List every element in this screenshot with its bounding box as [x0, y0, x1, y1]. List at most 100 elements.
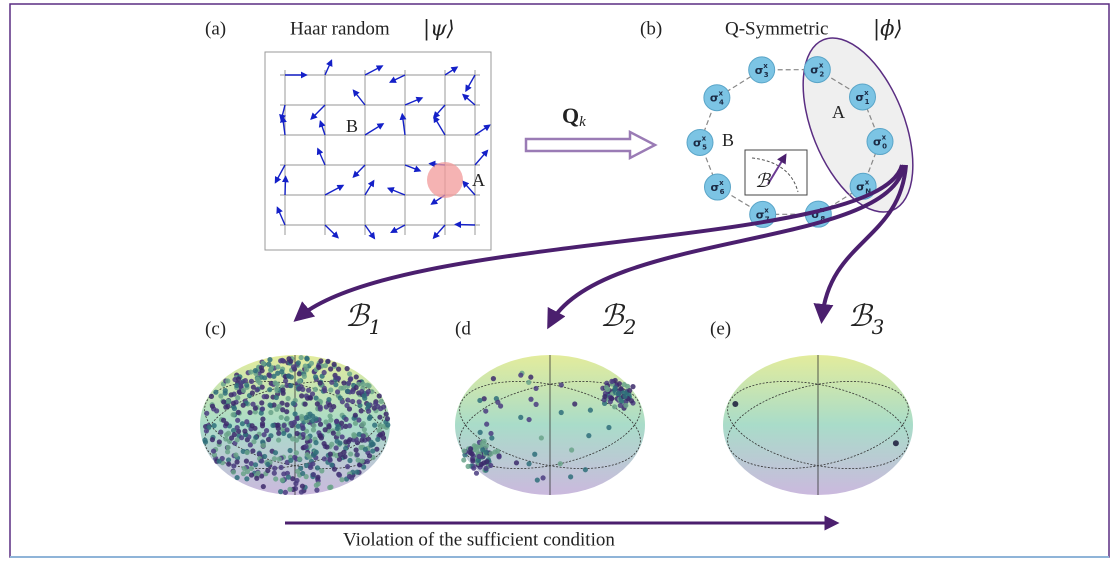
state-point [361, 433, 366, 438]
state-point [345, 366, 350, 371]
panel-title: Q-Symmetric [725, 18, 828, 39]
state-point [251, 385, 256, 390]
state-point [211, 448, 216, 453]
state-point [618, 386, 623, 391]
state-point [488, 463, 493, 468]
state-point [333, 375, 338, 380]
node-sup: x [865, 178, 870, 186]
state-point [204, 428, 209, 433]
basis-sub: 1 [369, 315, 382, 339]
node-base: σ [710, 92, 719, 105]
state-point [339, 477, 344, 482]
state-point [268, 368, 273, 373]
node-base: σ [873, 136, 882, 149]
state-point [210, 404, 215, 409]
state-point [231, 412, 236, 417]
state-point [357, 399, 362, 404]
state-point [242, 429, 247, 434]
state-point [251, 439, 256, 444]
state-point [337, 473, 342, 478]
state-point [461, 457, 466, 462]
state-point [618, 403, 623, 408]
state-point [209, 394, 214, 399]
state-point [274, 407, 279, 412]
state-point [339, 420, 344, 425]
panel-label: (e) [710, 318, 731, 339]
state-point [318, 380, 323, 385]
region-label: B [346, 116, 358, 136]
state-point [528, 397, 533, 402]
state-point [302, 374, 307, 379]
state-point [288, 383, 293, 388]
basis-symbol: ℬ [345, 299, 371, 334]
state-point [257, 452, 262, 457]
state-point [732, 401, 738, 407]
state-point [335, 426, 340, 431]
state-point [285, 416, 290, 421]
state-point [267, 357, 272, 362]
state-point [569, 447, 574, 452]
state-point [233, 452, 238, 457]
region-a-highlight [427, 162, 463, 198]
state-point [558, 461, 563, 466]
state-point [288, 448, 293, 453]
state-point [616, 391, 621, 396]
state-point [253, 462, 258, 467]
state-point [518, 373, 523, 378]
state-point [226, 431, 231, 436]
node-label: σx5 [693, 134, 707, 151]
state-point [604, 385, 609, 390]
state-point [366, 402, 371, 407]
state-point [254, 476, 259, 481]
state-point [375, 437, 380, 442]
node-sub: 6 [720, 188, 725, 196]
state-point [484, 422, 489, 427]
state-point [266, 362, 271, 367]
state-point [272, 466, 277, 471]
state-point [299, 416, 304, 421]
basis-symbol: ℬ [600, 299, 626, 334]
panel-title: Haar random [290, 18, 390, 39]
state-point [322, 388, 327, 393]
state-point [535, 477, 540, 482]
basis-label: ℬ1 [345, 299, 381, 339]
state-point [371, 442, 376, 447]
state-point [300, 426, 305, 431]
ket: |ψ⟩ [423, 17, 455, 42]
node-label: σx4 [710, 90, 724, 107]
inset-label: ℬ [755, 170, 772, 192]
state-point [299, 489, 304, 494]
map-sub: k [579, 114, 586, 130]
state-point [273, 476, 278, 481]
state-point [356, 458, 361, 463]
state-point [294, 478, 299, 483]
state-point [355, 452, 360, 457]
state-point [313, 374, 318, 379]
node-base: σ [856, 180, 865, 193]
state-point [297, 379, 302, 384]
panel-label: (b) [640, 18, 662, 39]
state-point [363, 447, 368, 452]
state-point [231, 401, 236, 406]
basis-sub: 3 [872, 315, 885, 339]
state-point [217, 459, 222, 464]
state-point [360, 381, 365, 386]
node-sup: x [702, 134, 707, 142]
basis-sub: 2 [623, 315, 637, 339]
state-point [279, 369, 284, 374]
state-point [291, 401, 296, 406]
state-point [465, 464, 470, 469]
node-label: σx6 [710, 179, 724, 196]
state-point [250, 390, 255, 395]
state-point [327, 413, 332, 418]
state-point [334, 419, 339, 424]
state-point [474, 471, 479, 476]
node-sub: 4 [719, 99, 724, 107]
state-point [316, 365, 321, 370]
region-label: B [722, 130, 734, 150]
state-point [609, 379, 614, 384]
state-point [328, 485, 333, 490]
state-point [350, 399, 355, 404]
state-point [623, 403, 628, 408]
state-point [583, 467, 588, 472]
